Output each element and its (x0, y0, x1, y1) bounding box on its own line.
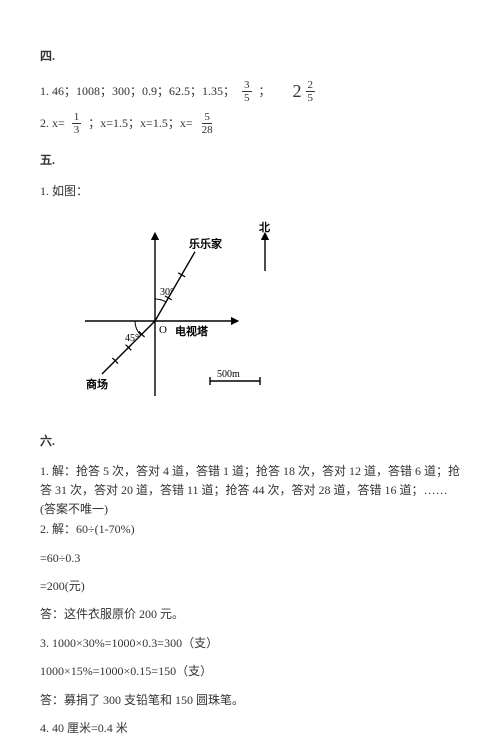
s4-l1-prefix: 1. 46；1008；300；0.9；62.5；1.35； (40, 81, 235, 101)
bearing-diagram: 乐乐家 北 O 电视塔 30° 45° 商场 500m (60, 211, 290, 411)
frac-num: 1 (72, 111, 82, 124)
s4-l2-mid: ；x=1.5；x=1.5；x= (88, 113, 192, 133)
mixed-2-2-5: 2 2 5 (293, 76, 319, 107)
frac-den: 28 (200, 124, 215, 136)
s4-line-2: 2. x= 1 3 ；x=1.5；x=1.5；x= 5 28 (40, 111, 460, 136)
q2c: =200(元) (40, 576, 460, 596)
mixed-whole: 2 (293, 76, 302, 107)
frac-num: 3 (242, 79, 252, 92)
svg-text:30°: 30° (160, 287, 174, 298)
mixed-frac: 2 5 (306, 79, 316, 104)
svg-text:乐乐家: 乐乐家 (189, 237, 223, 251)
fraction-5-28: 5 28 (200, 111, 215, 136)
svg-text:45°: 45° (125, 333, 139, 344)
mixed-num: 2 (306, 79, 316, 92)
q2b: =60÷0.3 (40, 548, 460, 568)
section-5-head: 五. (40, 150, 460, 170)
q4: 4. 40 厘米=0.4 米 (40, 718, 460, 738)
diagram-wrapper: 乐乐家 北 O 电视塔 30° 45° 商场 500m (60, 211, 460, 417)
svg-text:北: 北 (259, 220, 270, 234)
s4-l1-sep: ； (259, 81, 271, 101)
s5-intro: 1. 如图： (40, 181, 460, 201)
svg-text:O: O (159, 324, 167, 336)
mixed-den: 5 (306, 92, 316, 104)
section-6-head: 六. (40, 431, 460, 451)
s4-l2-prefix: 2. x= (40, 113, 65, 133)
q2ans: 答：这件衣服原价 200 元。 (40, 604, 460, 624)
s4-line-1: 1. 46；1008；300；0.9；62.5；1.35； 3 5 ； 2 2 … (40, 76, 460, 107)
q2a: 2. 解：60÷(1-70%) (40, 519, 460, 539)
svg-text:电视塔: 电视塔 (175, 324, 209, 338)
fraction-3-5: 3 5 (242, 79, 252, 104)
q1: 1. 解：抢答 5 次，答对 4 道，答错 1 道；抢答 18 次，答对 12 … (40, 462, 460, 520)
q3a: 3. 1000×30%=1000×0.3=300（支） (40, 633, 460, 653)
q3b: 1000×15%=1000×0.15=150（支） (40, 661, 460, 681)
frac-den: 5 (242, 92, 252, 104)
fraction-1-3: 1 3 (72, 111, 82, 136)
frac-num: 5 (202, 111, 212, 124)
section-4-head: 四. (40, 46, 460, 66)
frac-den: 3 (72, 124, 82, 136)
svg-text:500m: 500m (217, 369, 240, 380)
svg-text:商场: 商场 (86, 377, 108, 391)
